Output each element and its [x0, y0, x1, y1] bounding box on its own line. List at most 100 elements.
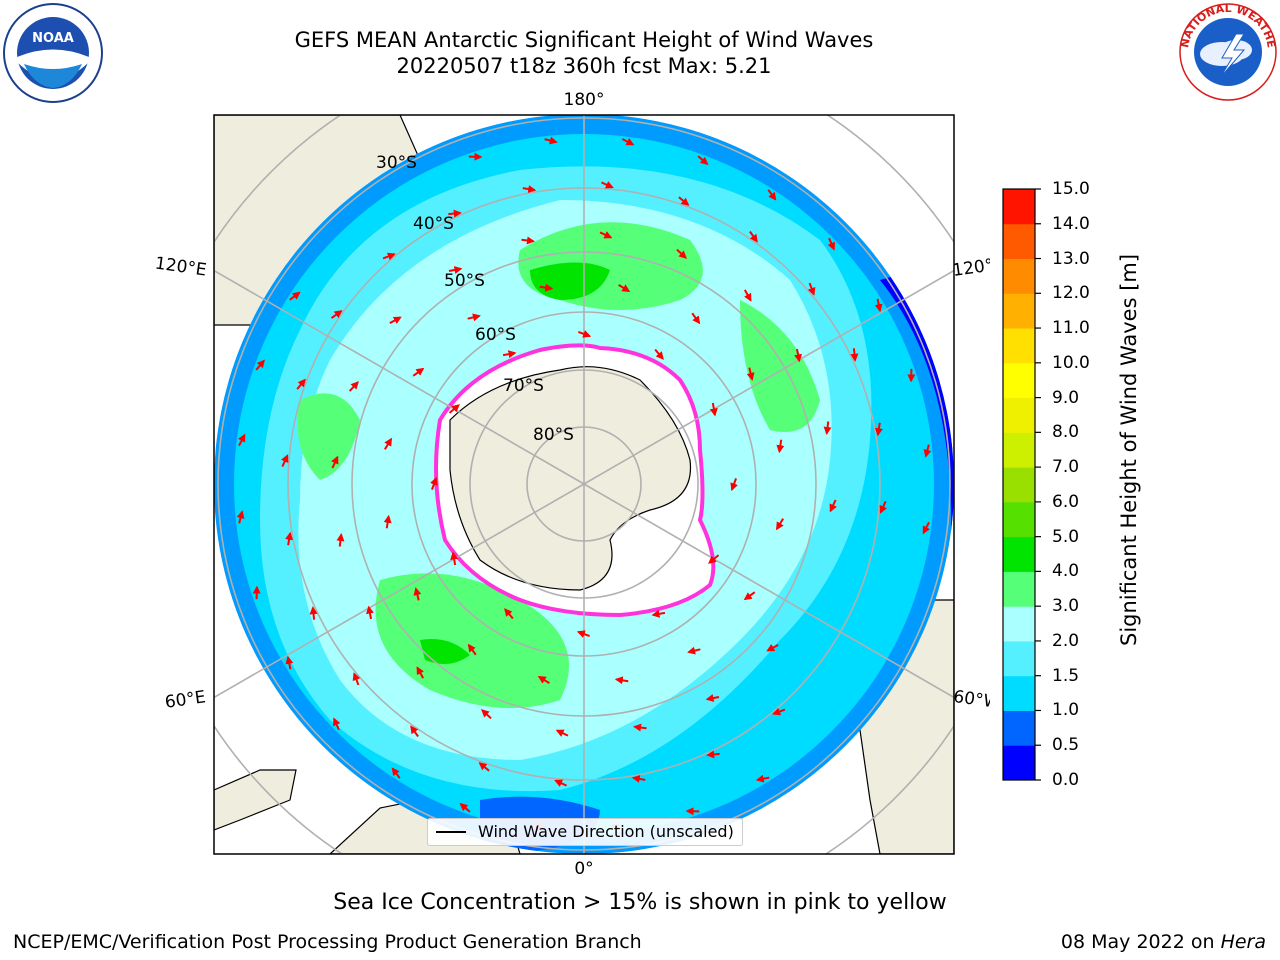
wave-arrow — [794, 348, 802, 363]
wave-arrow — [743, 591, 756, 601]
footer-host: Hera — [1220, 931, 1266, 953]
wave-arrow — [766, 643, 779, 652]
lon-label-120e: 120°E — [154, 254, 208, 281]
wave-arrow — [544, 136, 558, 145]
wave-arrow — [776, 439, 785, 454]
wave-arrow — [336, 533, 345, 547]
wave-arrow — [730, 478, 738, 492]
wave-arrow — [555, 729, 569, 737]
colorbar-band — [1003, 640, 1035, 677]
wave-arrow — [807, 282, 816, 296]
colorbar-tick-label: 0.5 — [1052, 735, 1080, 756]
wave-arrow — [599, 231, 613, 239]
nws-logo: NATIONAL WEATHER SERVICE — [1176, 0, 1278, 101]
wave-arrow — [709, 402, 718, 417]
wave-arrow — [504, 608, 514, 620]
colorbar-tick-label: 13.0 — [1052, 248, 1090, 269]
wave-arrow — [708, 554, 720, 564]
wave-arrow — [238, 433, 246, 447]
lat-label-60s: 60°S — [475, 325, 516, 345]
wave-arrow — [521, 236, 535, 245]
colorbar-tick-label: 6.0 — [1052, 491, 1080, 512]
colorbar-tick-label: 4.0 — [1052, 561, 1080, 582]
wave-arrow — [448, 266, 463, 274]
wave-arrow — [874, 298, 883, 313]
wave-arrow — [576, 630, 590, 638]
wave-arrow — [348, 381, 359, 392]
wave-arrow — [850, 348, 859, 362]
noaa-text: NOAA — [32, 31, 74, 46]
wave-arrow — [539, 283, 554, 292]
colorbar-tick-label: 3.0 — [1052, 596, 1080, 617]
colorbar-band — [1003, 675, 1035, 711]
wave-arrow — [391, 767, 401, 779]
colorbar-band — [1003, 536, 1035, 572]
colorbar-tick-label: 0.0 — [1052, 770, 1080, 790]
wave-arrow — [502, 350, 517, 359]
wave-arrow — [478, 762, 490, 772]
wave-arrow — [450, 551, 459, 566]
lat-label-50s: 50°S — [444, 271, 485, 291]
wave-arrow — [309, 606, 318, 620]
colorbar-band — [1003, 501, 1035, 538]
wave-arrow — [749, 230, 758, 243]
wave-arrow — [823, 421, 832, 435]
lat-label-30s: 30°S — [376, 153, 417, 173]
wave-arrow — [467, 643, 477, 656]
wave-arrow — [382, 252, 396, 261]
footer-credit: NCEP/EMC/Verification Post Processing Pr… — [13, 931, 642, 953]
wave-arrow — [772, 707, 786, 716]
lat-label-80s: 80°S — [533, 425, 574, 445]
colorbar-tick-label: 2.0 — [1052, 630, 1080, 651]
wave-arrow — [285, 531, 294, 546]
colorbar-tick-label: 15.0 — [1052, 179, 1090, 199]
wave-arrow — [389, 316, 402, 325]
wave-arrow — [755, 774, 770, 783]
wave-arrow — [255, 359, 265, 371]
wave-arrow — [296, 378, 306, 390]
map-frame — [213, 114, 955, 855]
wave-arrow — [767, 189, 777, 201]
noaa-logo: NOAA — [3, 3, 103, 103]
colorbar — [1002, 188, 1041, 781]
wave-arrow — [383, 514, 392, 529]
footer-date-text: 08 May 2022 on — [1060, 931, 1221, 953]
wave-arrow — [676, 248, 687, 259]
lon-label-60e: 60°E — [164, 687, 207, 712]
wave-arrow — [651, 609, 666, 618]
wave-arrow — [289, 291, 301, 301]
lon-label-60w: 60°W — [952, 687, 990, 713]
colorbar-band — [1003, 293, 1035, 329]
map-legend: Wind Wave Direction (unscaled) — [427, 818, 743, 846]
colorbar-band — [1003, 606, 1035, 642]
colorbar-band — [1003, 467, 1035, 503]
wave-arrow — [331, 455, 339, 469]
colorbar-band — [1003, 362, 1035, 399]
wave-arrow — [923, 444, 932, 458]
colorbar-title: Significant Height of Wind Waves [m] — [1117, 253, 1141, 646]
lon-label-0: 0° — [574, 859, 593, 879]
wave-arrow — [467, 313, 481, 322]
polar-map: 30°S 40°S 50°S 60°S 70°S 80°S 180° 120°E… — [154, 90, 990, 879]
wave-arrow — [281, 454, 289, 467]
wave-arrow — [879, 501, 887, 514]
wave-arrow — [706, 750, 720, 759]
colorbar-band — [1003, 189, 1035, 225]
antarctica — [434, 343, 716, 618]
wave-arrow — [829, 499, 837, 513]
colorbar-band — [1003, 432, 1035, 468]
colorbar-tick-label: 14.0 — [1052, 213, 1090, 234]
wave-arrow — [413, 587, 422, 601]
graticule — [214, 115, 954, 854]
wave-arrow — [352, 672, 361, 686]
wave-arrow — [631, 774, 646, 783]
wave-arrow — [678, 196, 690, 206]
wave-arrow — [412, 367, 425, 377]
colorbar-tick-label: 10.0 — [1052, 352, 1090, 373]
colorbar-band — [1003, 571, 1035, 607]
lat-label-70s: 70°S — [503, 376, 544, 396]
colorbar-tick-label: 8.0 — [1052, 422, 1080, 443]
colorbar-tick-label: 12.0 — [1052, 283, 1090, 304]
wave-arrow — [614, 676, 629, 685]
wave-arrow — [743, 289, 752, 302]
